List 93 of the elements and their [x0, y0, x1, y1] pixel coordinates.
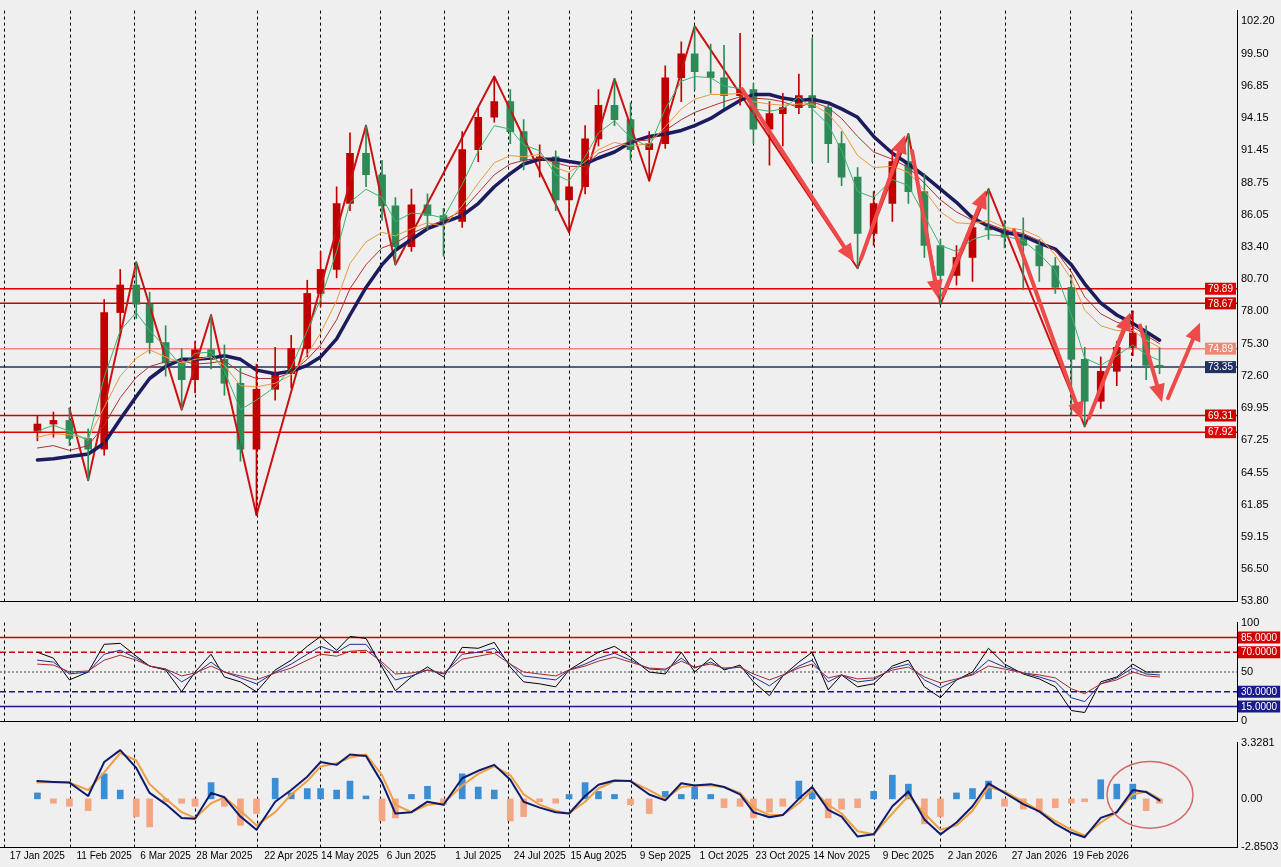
- bar: [611, 794, 618, 800]
- x-tick-label: 14 May 2025: [321, 849, 380, 861]
- bar: [474, 786, 482, 800]
- y-tick-label: 100: [1241, 615, 1260, 628]
- y-tick-label: 78.00: [1241, 304, 1269, 317]
- bar: [132, 798, 140, 817]
- bar: [271, 777, 279, 800]
- bar: [100, 773, 108, 800]
- bar: [34, 792, 41, 800]
- x-tick-label: 28 Mar 2025: [196, 849, 253, 861]
- x-tick-label: 9 Dec 2025: [882, 849, 935, 861]
- y-tick-label: 53.80: [1241, 594, 1269, 607]
- bar: [645, 798, 653, 814]
- y-tick-label: 96.85: [1241, 78, 1269, 91]
- y-tick-label: 67.25: [1241, 433, 1269, 446]
- x-tick-label: 1 Oct 2025: [699, 849, 749, 861]
- y-tick-label: 0.00: [1241, 791, 1263, 804]
- x-tick-label: 9 Sep 2025: [639, 849, 692, 861]
- x-tick-label: 11 Feb 2025: [76, 849, 133, 861]
- bar: [146, 798, 153, 828]
- y-tick-label: 72.60: [1241, 369, 1269, 382]
- bar: [1001, 798, 1008, 807]
- bar: [595, 791, 602, 800]
- ref-line-label: 69.31: [1207, 409, 1234, 421]
- ref-line-label: 85.0000: [1241, 631, 1278, 643]
- y-tick-label: 61.85: [1241, 497, 1269, 510]
- y-tick-label: 64.55: [1241, 465, 1269, 478]
- y-tick-label: 102.20: [1241, 14, 1275, 27]
- ref-line-label: 67.92: [1207, 426, 1234, 438]
- x-tick-label: 6 Jun 2025: [386, 849, 437, 861]
- y-tick-label: 75.30: [1241, 336, 1269, 349]
- bar: [50, 798, 57, 804]
- x-tick-label: 19 Feb 2026: [1072, 849, 1130, 861]
- x-tick-label: 2 Jan 2026: [947, 849, 998, 861]
- bar: [691, 786, 698, 800]
- bar: [870, 791, 877, 800]
- bar: [253, 798, 260, 814]
- bar: [969, 788, 976, 800]
- bar: [66, 798, 73, 807]
- x-tick-label: 22 Apr 2025: [264, 849, 319, 861]
- y-tick-label: 3.3281: [1241, 735, 1275, 748]
- bar: [424, 786, 431, 800]
- bar: [953, 792, 960, 800]
- x-tick-label: 1 Jul 2025: [455, 849, 502, 861]
- bar: [1051, 798, 1059, 808]
- ref-line-label: 73.35: [1207, 361, 1234, 373]
- y-tick-label: 69.95: [1241, 400, 1269, 413]
- bar: [766, 798, 773, 813]
- y-tick-label: 80.70: [1241, 272, 1269, 285]
- bar: [490, 789, 498, 800]
- y-tick-label: 94.15: [1241, 110, 1269, 123]
- bar: [178, 798, 186, 804]
- x-tick-label: 17 Jan 2025: [9, 849, 66, 861]
- bar: [854, 798, 861, 808]
- y-tick-label: 83.40: [1241, 239, 1269, 252]
- bar: [838, 798, 845, 810]
- x-tick-label: 23 Oct 2025: [755, 849, 811, 861]
- y-tick-label: 50: [1241, 665, 1254, 678]
- y-tick-label: 88.75: [1241, 175, 1269, 188]
- y-tick-label: 91.45: [1241, 143, 1269, 156]
- y-tick-label: 99.50: [1241, 46, 1269, 59]
- ref-line-label: 15.0000: [1241, 700, 1278, 712]
- y-tick-label: 86.05: [1241, 207, 1269, 220]
- bar: [1097, 779, 1105, 800]
- bar: [937, 798, 944, 817]
- bar: [303, 788, 311, 800]
- ref-line-label: 79.89: [1207, 282, 1234, 294]
- bar: [1113, 783, 1121, 800]
- y-tick-label: 59.15: [1241, 530, 1269, 543]
- x-tick-label: 27 Jan 2026: [1011, 849, 1068, 861]
- bar: [1068, 798, 1075, 804]
- bar: [333, 789, 340, 800]
- bar: [116, 789, 124, 800]
- bar: [627, 798, 634, 806]
- ref-line-label: 78.67: [1207, 297, 1234, 309]
- y-tick-label: 0: [1241, 714, 1248, 727]
- ref-line-label: 30.0000: [1241, 686, 1278, 698]
- bar: [779, 798, 787, 807]
- bar: [889, 774, 896, 800]
- x-tick-label: 6 Mar 2025: [140, 849, 192, 861]
- bar: [677, 794, 685, 800]
- y-tick-label: 56.50: [1241, 562, 1269, 575]
- bar: [506, 798, 514, 822]
- x-tick-label: 15 Aug 2025: [570, 849, 627, 861]
- x-tick-label: 14 Nov 2025: [813, 849, 871, 861]
- y-tick-label: -2.8503: [1241, 840, 1279, 853]
- bar: [317, 788, 324, 800]
- ref-line-label: 70.0000: [1241, 646, 1278, 658]
- x-tick-label: 24 Jul 2025: [513, 849, 566, 861]
- bar: [552, 798, 560, 804]
- bar: [408, 794, 415, 800]
- bar: [707, 794, 714, 800]
- ref-line-label: 74.89: [1207, 342, 1234, 354]
